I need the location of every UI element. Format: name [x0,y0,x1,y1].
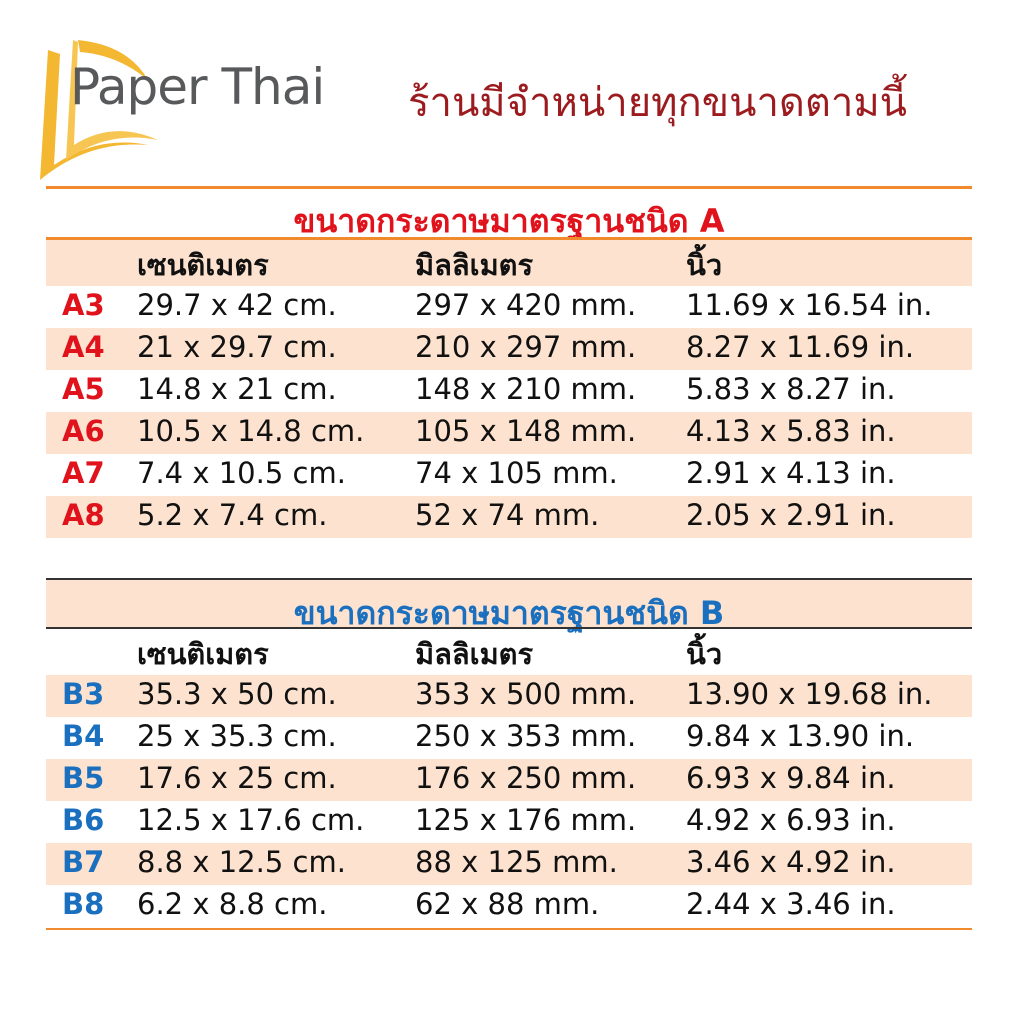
mm-value: 250 x 353 mm. [415,719,637,753]
cm-value: 6.2 x 8.8 cm. [137,887,328,921]
mm-value: 105 x 148 mm. [415,414,637,448]
tagline: ร้านมีจำหน่ายทุกขนาดตามนี้ [408,80,908,126]
table-row: B6 12.5 x 17.6 cm. 125 x 176 mm. 4.92 x … [46,801,972,843]
cm-value: 5.2 x 7.4 cm. [137,498,328,532]
mm-value: 297 x 420 mm. [415,288,637,322]
cm-value: 17.6 x 25 cm. [137,761,337,795]
size-label: A4 [62,330,105,364]
cm-value: 10.5 x 14.8 cm. [137,414,365,448]
divider [46,928,972,930]
table-row: B8 6.2 x 8.8 cm. 62 x 88 mm. 2.44 x 3.46… [46,885,972,927]
divider [46,237,972,240]
size-label: A5 [62,372,105,406]
section-b-title: ขนาดกระดาษมาตรฐานชนิด B [293,594,725,632]
mm-value: 74 x 105 mm. [415,456,618,490]
mm-value: 125 x 176 mm. [415,803,637,837]
divider [46,186,972,189]
inch-value: 3.46 x 4.92 in. [686,845,896,879]
column-header: มิลลิเมตร [415,248,534,282]
cm-value: 8.8 x 12.5 cm. [137,845,346,879]
inch-value: 9.84 x 13.90 in. [686,719,915,753]
size-label: A3 [62,288,105,322]
inch-value: 8.27 x 11.69 in. [686,330,915,364]
inch-value: 13.90 x 19.68 in. [686,677,933,711]
column-header: เซนติเมตร [137,637,269,671]
inch-value: 5.83 x 8.27 in. [686,372,896,406]
inch-value: 2.44 x 3.46 in. [686,887,896,921]
size-label: A7 [62,456,105,490]
table-row: A8 5.2 x 7.4 cm. 52 x 74 mm. 2.05 x 2.91… [46,496,972,538]
table-row: A3 29.7 x 42 cm. 297 x 420 mm. 11.69 x 1… [46,286,972,328]
size-label: B4 [62,719,105,753]
mm-value: 176 x 250 mm. [415,761,637,795]
section-a-title: ขนาดกระดาษมาตรฐานชนิด A [293,202,725,240]
inch-value: 6.93 x 9.84 in. [686,761,896,795]
cm-value: 21 x 29.7 cm. [137,330,337,364]
column-header: มิลลิเมตร [415,637,534,671]
cm-value: 12.5 x 17.6 cm. [137,803,365,837]
inch-value: 11.69 x 16.54 in. [686,288,933,322]
size-label: A6 [62,414,105,448]
divider [46,627,972,629]
mm-value: 353 x 500 mm. [415,677,637,711]
cm-value: 7.4 x 10.5 cm. [137,456,346,490]
section-b-title-band [46,580,972,628]
column-header: นิ้ว [686,637,723,671]
cm-value: 14.8 x 21 cm. [137,372,337,406]
table-row: A4 21 x 29.7 cm. 210 x 297 mm. 8.27 x 11… [46,328,972,370]
inch-value: 2.05 x 2.91 in. [686,498,896,532]
mm-value: 148 x 210 mm. [415,372,637,406]
column-header-row: เซนติเมตร มิลลิเมตร นิ้ว [46,629,972,675]
cm-value: 35.3 x 50 cm. [137,677,337,711]
divider [46,578,972,580]
inch-value: 4.13 x 5.83 in. [686,414,896,448]
size-label: A8 [62,498,105,532]
table-row: B5 17.6 x 25 cm. 176 x 250 mm. 6.93 x 9.… [46,759,972,801]
table-row: A7 7.4 x 10.5 cm. 74 x 105 mm. 2.91 x 4.… [46,454,972,496]
size-label: B3 [62,677,105,711]
mm-value: 210 x 297 mm. [415,330,637,364]
table-row: B4 25 x 35.3 cm. 250 x 353 mm. 9.84 x 13… [46,717,972,759]
size-label: B7 [62,845,105,879]
table-row: B3 35.3 x 50 cm. 353 x 500 mm. 13.90 x 1… [46,675,972,717]
cm-value: 29.7 x 42 cm. [137,288,337,322]
table-row: A5 14.8 x 21 cm. 148 x 210 mm. 5.83 x 8.… [46,370,972,412]
inch-value: 2.91 x 4.13 in. [686,456,896,490]
brand-name: Paper Thai [70,58,325,116]
column-header-row: เซนติเมตร มิลลิเมตร นิ้ว [46,240,972,286]
size-label: B8 [62,887,105,921]
table-row: B7 8.8 x 12.5 cm. 88 x 125 mm. 3.46 x 4.… [46,843,972,885]
inch-value: 4.92 x 6.93 in. [686,803,896,837]
column-header: นิ้ว [686,248,723,282]
table-row: A6 10.5 x 14.8 cm. 105 x 148 mm. 4.13 x … [46,412,972,454]
size-label: B6 [62,803,105,837]
cm-value: 25 x 35.3 cm. [137,719,337,753]
column-header: เซนติเมตร [137,248,269,282]
open-book-logo-icon [40,40,158,180]
size-label: B5 [62,761,105,795]
mm-value: 88 x 125 mm. [415,845,618,879]
mm-value: 62 x 88 mm. [415,887,600,921]
mm-value: 52 x 74 mm. [415,498,600,532]
